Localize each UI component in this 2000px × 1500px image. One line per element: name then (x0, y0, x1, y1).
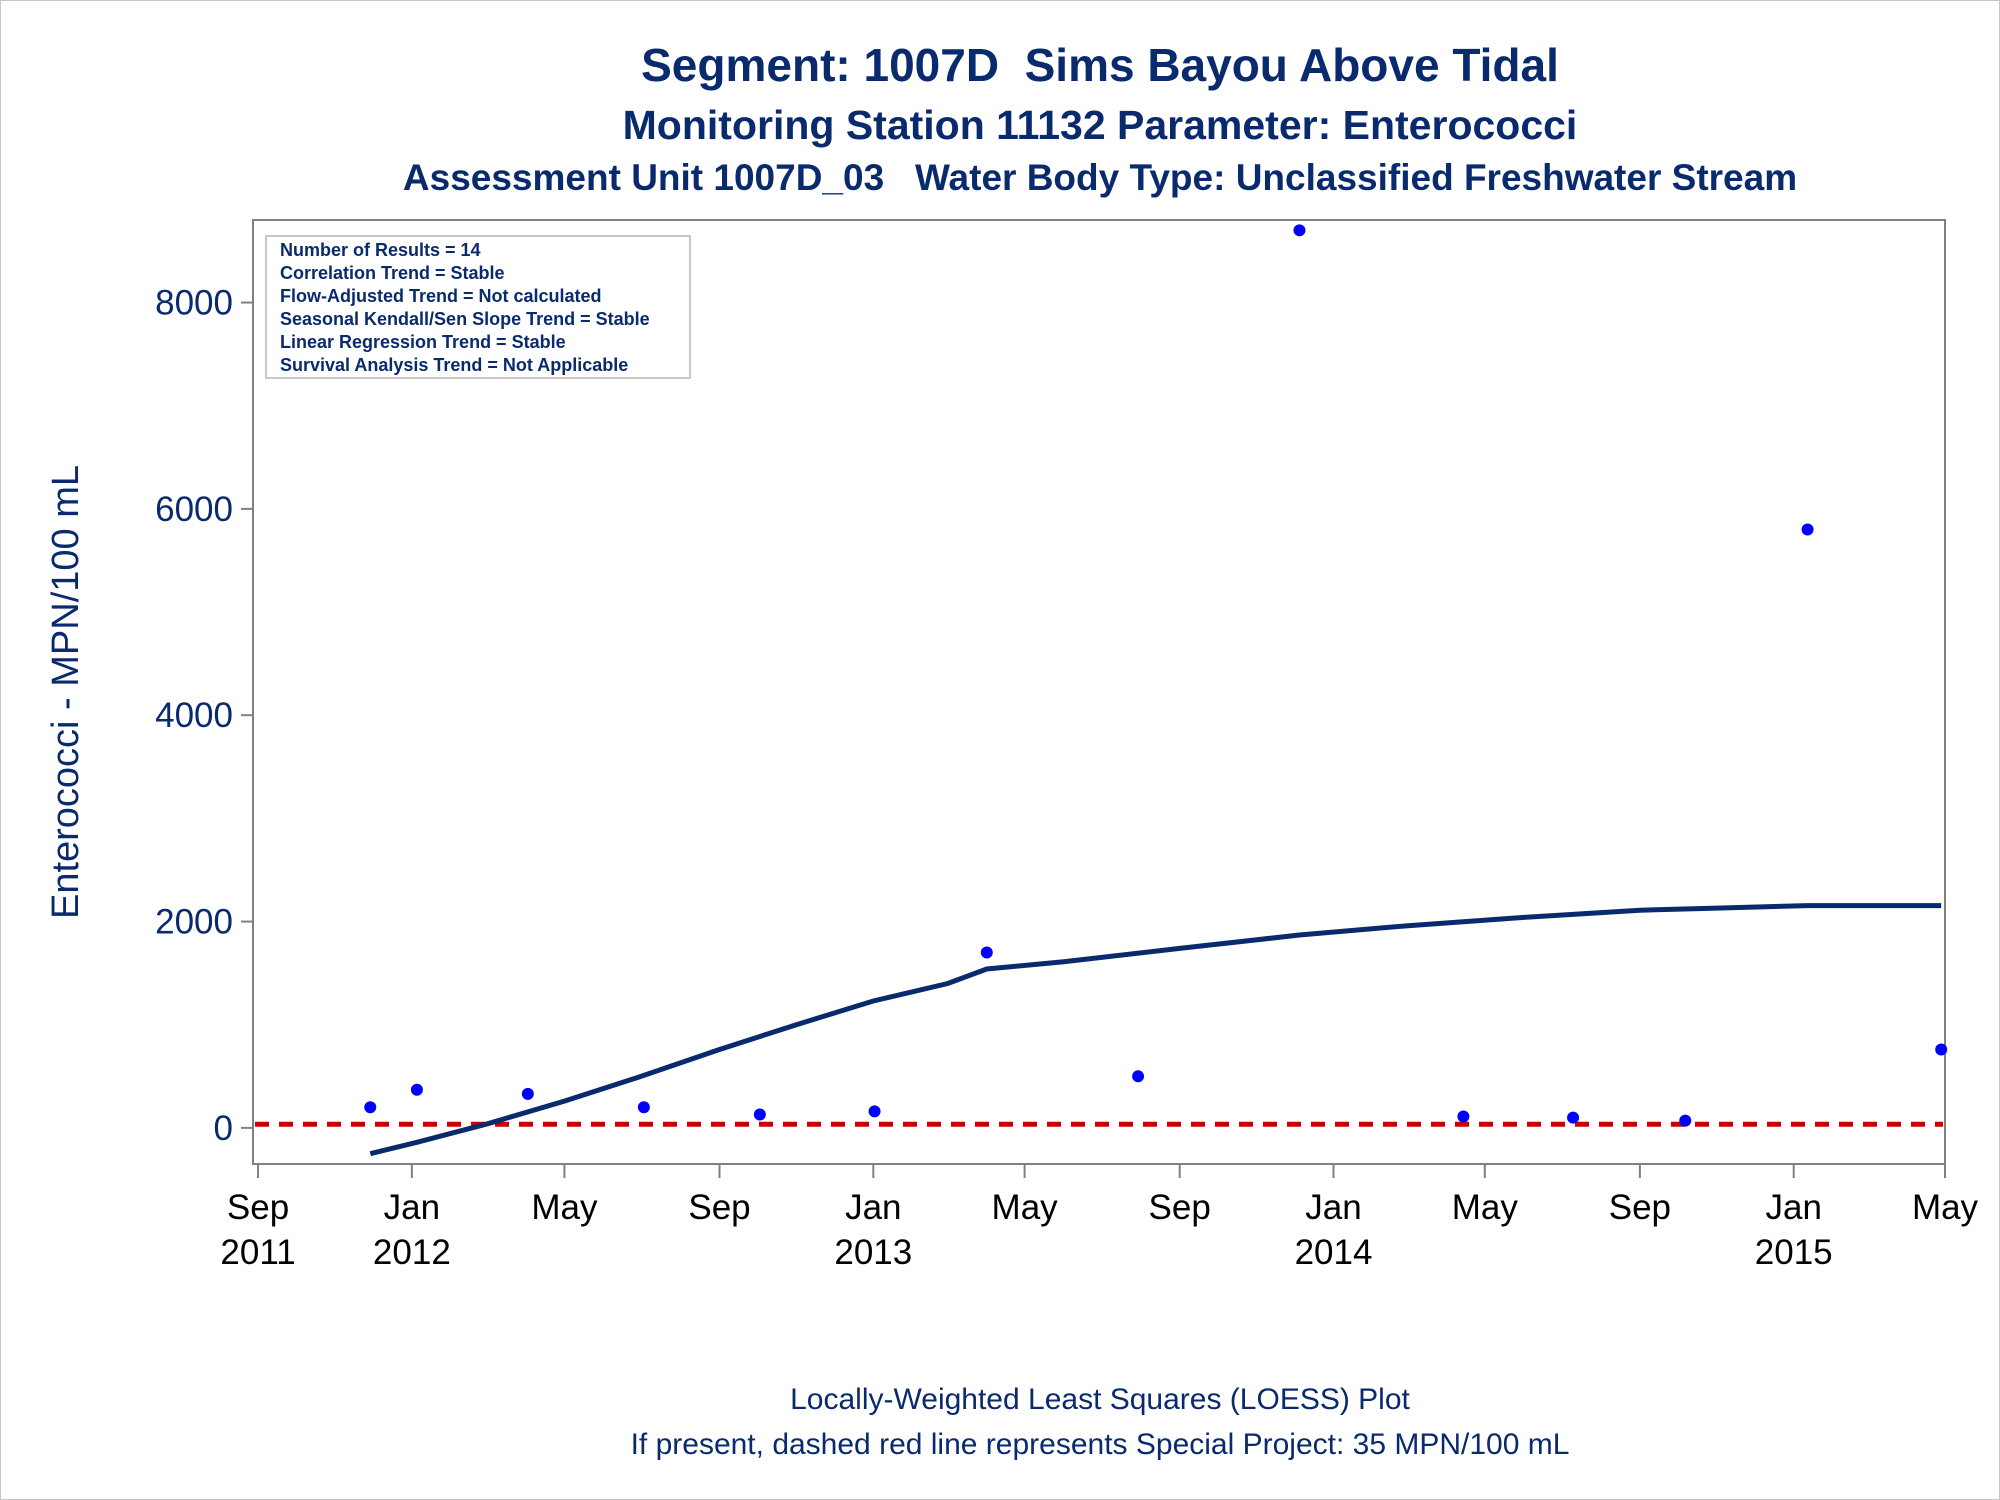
stat-linear-regression-trend: Linear Regression Trend = Stable (280, 332, 566, 352)
stat-correlation-trend: Correlation Trend = Stable (280, 263, 505, 283)
data-point-3 (637, 1101, 650, 1114)
y-tick-label-4000: 4000 (155, 696, 233, 735)
data-point-2 (521, 1087, 534, 1100)
x-tick-year-1: 2012 (373, 1233, 451, 1272)
stat-seasonal-kendall-trend: Seasonal Kendall/Sen Slope Trend = Stabl… (280, 309, 650, 329)
chart-title: Segment: 1007D Sims Bayou Above Tidal (641, 39, 1559, 91)
x-tick-label-1: Jan (384, 1188, 440, 1227)
data-point-13 (1935, 1043, 1948, 1056)
x-tick-label-10: Jan (1765, 1188, 1821, 1227)
data-point-10 (1567, 1111, 1580, 1124)
data-point-12 (1801, 523, 1814, 536)
x-tick-label-3: Sep (688, 1188, 750, 1227)
stat-flow-adjusted-trend: Flow-Adjusted Trend = Not calculated (280, 286, 602, 306)
x-tick-label-6: Sep (1149, 1188, 1211, 1227)
stats-box-border (265, 235, 691, 379)
x-tick-year-10: 2015 (1755, 1233, 1833, 1272)
x-tick-label-7: Jan (1305, 1188, 1361, 1227)
y-axis: 0 2000 4000 6000 8000 (155, 284, 253, 1148)
data-points (364, 224, 1948, 1127)
x-tick-year-4: 2013 (834, 1233, 912, 1272)
data-point-0 (364, 1101, 377, 1114)
stat-survival-analysis-trend: Survival Analysis Trend = Not Applicable (280, 355, 628, 375)
x-tick-label-4: Jan (845, 1188, 901, 1227)
chart-subtitle-assessment: Assessment Unit 1007D_03 Water Body Type… (402, 157, 1798, 198)
data-point-7 (1132, 1070, 1145, 1083)
chart-subtitle-station: Monitoring Station 11132 Parameter: Ente… (622, 102, 1578, 148)
data-point-9 (1457, 1110, 1470, 1123)
data-point-5 (868, 1105, 881, 1118)
y-tick-label-8000: 8000 (155, 284, 233, 323)
data-point-4 (753, 1108, 766, 1121)
y-tick-label-0: 0 (214, 1109, 233, 1148)
x-tick-label-9: Sep (1609, 1188, 1671, 1227)
x-tick-label-0: Sep (227, 1188, 289, 1227)
y-axis-label: Enterococci - MPN/100 mL (45, 465, 87, 919)
data-point-1 (410, 1083, 423, 1096)
plot-area (252, 219, 1946, 1165)
loess-curve (369, 903, 1942, 1157)
x-tick-year-7: 2014 (1295, 1233, 1373, 1272)
x-tick-label-11: May (1912, 1188, 1979, 1227)
x-axis: Sep 2011 Jan 2012 May Sep Jan 2013 May Sep Jan 2014… (220, 1164, 1979, 1272)
data-point-6 (980, 946, 993, 959)
data-point-8 (1293, 224, 1306, 237)
x-tick-year-0: 2011 (220, 1233, 295, 1272)
y-tick-label-2000: 2000 (155, 903, 233, 942)
stat-number-of-results: Number of Results = 14 (280, 240, 481, 260)
x-tick-label-2: May (531, 1188, 598, 1227)
x-tick-label-8: May (1452, 1188, 1519, 1227)
data-point-11 (1679, 1114, 1692, 1127)
y-tick-label-6000: 6000 (155, 490, 233, 529)
x-tick-label-5: May (992, 1188, 1059, 1227)
footnote-loess: Locally-Weighted Least Squares (LOESS) P… (790, 1383, 1410, 1416)
footnote-reference-line: If present, dashed red line represents S… (630, 1428, 1570, 1461)
stats-box: Number of Results = 14 Correlation Trend… (265, 235, 691, 379)
